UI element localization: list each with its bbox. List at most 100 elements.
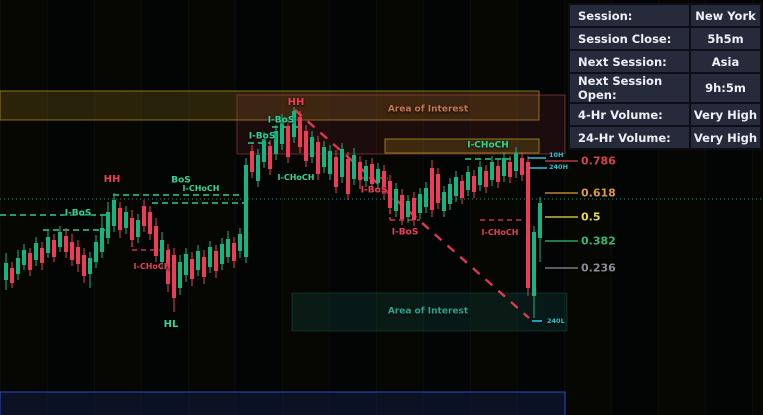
candle-body <box>496 166 500 182</box>
next-session-value: Asia <box>691 51 760 72</box>
session-close-value: 5h5m <box>691 28 760 49</box>
candle-body <box>316 142 320 174</box>
candle-body <box>532 232 536 296</box>
candle-body <box>142 206 146 226</box>
candle-body <box>268 146 272 169</box>
next-session-open-value: 9h:5m <box>691 74 760 102</box>
candle-body <box>460 181 464 198</box>
candle-body <box>82 255 86 276</box>
session-label: Session: <box>570 5 689 26</box>
candle-body <box>256 155 260 181</box>
candle-body <box>466 172 470 190</box>
candle-body <box>22 250 26 265</box>
candle-body <box>352 155 356 179</box>
candle-body <box>226 239 230 257</box>
candle-body <box>538 203 542 238</box>
candle-body <box>436 174 440 203</box>
candle-body <box>382 171 386 194</box>
candle-body <box>358 162 362 180</box>
candle-body <box>484 171 488 187</box>
candle-body <box>328 151 332 174</box>
demand-zone <box>291 292 568 332</box>
candle-body <box>406 201 410 217</box>
candle-body <box>514 153 518 171</box>
candle-body <box>148 212 152 234</box>
candle-body <box>430 168 434 210</box>
choch-zone <box>384 138 540 154</box>
candle-body <box>280 120 284 144</box>
candle-body <box>34 243 38 260</box>
candle-body <box>208 247 212 267</box>
candle-body <box>250 151 254 172</box>
volume-4hr-label: 4-Hr Volume: <box>570 104 689 125</box>
volume-4hr-value: Very High <box>691 104 760 125</box>
candle-body <box>196 251 200 270</box>
candle-body <box>58 232 62 247</box>
candle-body <box>526 162 530 288</box>
candle-body <box>118 208 122 230</box>
candle-body <box>124 212 128 228</box>
candle-body <box>502 158 506 176</box>
candle-body <box>244 165 248 257</box>
candle-body <box>166 250 170 284</box>
candle-body <box>298 117 302 147</box>
candle-body <box>472 176 476 192</box>
candle-body <box>4 263 8 280</box>
candle-body <box>310 137 314 157</box>
candle-body <box>508 162 512 177</box>
candle-body <box>10 268 14 283</box>
candle-body <box>202 257 206 277</box>
candle-body <box>292 111 296 137</box>
volume-24hr-label: 24-Hr Volume: <box>570 127 689 148</box>
candle-body <box>52 240 56 257</box>
candle-body <box>340 149 344 177</box>
candle-body <box>178 262 182 288</box>
candle-body <box>376 169 380 183</box>
candle-body <box>28 253 32 270</box>
candle-body <box>286 126 290 157</box>
candle-body <box>520 158 524 175</box>
candle-body <box>232 243 236 261</box>
session-info-table: Session: New York Session Close: 5h5m Ne… <box>568 3 762 150</box>
supply-zone-top <box>0 90 540 121</box>
candle-body <box>112 200 116 226</box>
supply-zone-red <box>236 94 566 155</box>
candle-body <box>370 164 374 184</box>
candle-body <box>388 181 392 208</box>
candle-body <box>346 159 350 194</box>
candle-body <box>490 162 494 180</box>
candle-body <box>412 198 416 220</box>
candle-body <box>394 189 398 211</box>
volume-24hr-value: Very High <box>691 127 760 148</box>
candle-body <box>106 212 110 238</box>
candle-body <box>448 184 452 204</box>
candle-body <box>400 195 404 219</box>
candle-body <box>172 255 176 298</box>
candle-body <box>424 188 428 207</box>
candle-body <box>262 139 266 162</box>
candle-body <box>70 242 74 260</box>
next-session-open-label: Next Session Open: <box>570 74 689 102</box>
session-value: New York <box>691 5 760 26</box>
candle-body <box>364 166 368 181</box>
candle-body <box>76 247 80 264</box>
candle-body <box>160 240 164 262</box>
next-session-label: Next Session: <box>570 51 689 72</box>
candle-body <box>274 131 278 154</box>
candle-body <box>304 131 308 161</box>
candle-body <box>322 147 326 167</box>
candle-body <box>40 248 44 263</box>
candle-body <box>454 177 458 196</box>
candle-body <box>100 228 104 252</box>
session-close-label: Session Close: <box>570 28 689 49</box>
candle-body <box>130 218 134 240</box>
candle-body <box>64 236 68 252</box>
session-zone-bottom <box>0 391 566 415</box>
candle-body <box>154 226 158 256</box>
candle-body <box>190 259 194 279</box>
candle-body <box>46 237 50 253</box>
candle-body <box>442 192 446 211</box>
candle-body <box>184 254 188 275</box>
